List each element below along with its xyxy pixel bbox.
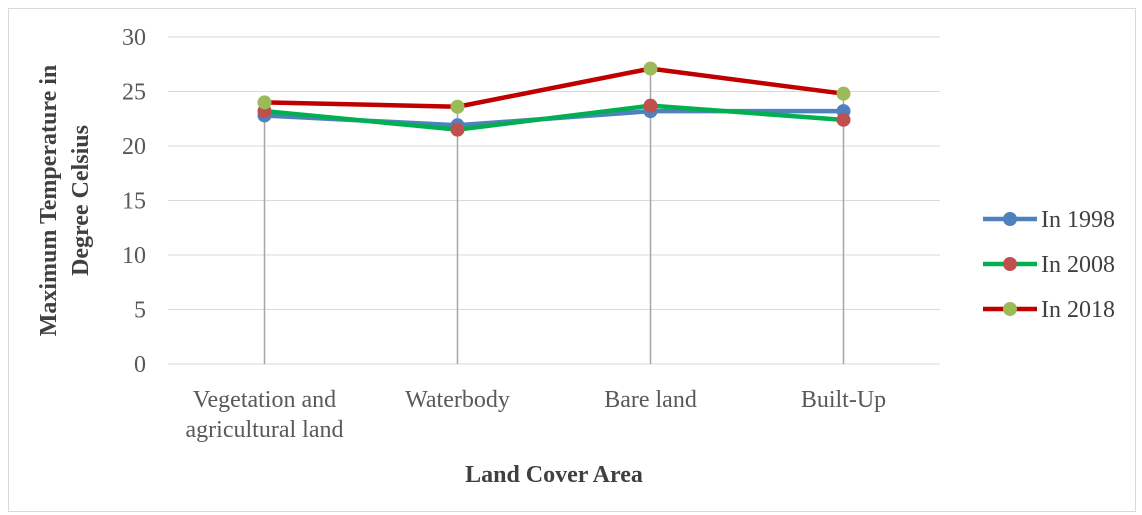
legend-marker [1003, 257, 1017, 271]
x-tick-label: Bare land [604, 387, 697, 413]
series-line [262, 103, 846, 132]
y-tick-label: 5 [134, 298, 146, 324]
x-tick-label: Built-Up [801, 387, 886, 413]
data-point [257, 95, 272, 110]
legend-label: In 1998 [1041, 207, 1115, 233]
y-tick-label: 10 [122, 243, 146, 269]
data-point [643, 61, 658, 76]
legend-label: In 2018 [1041, 297, 1115, 323]
legend-label: In 2008 [1041, 252, 1115, 278]
x-axis-title: Land Cover Area [465, 462, 643, 488]
legend-marker [1003, 302, 1017, 316]
legend: In 1998 In 2008 In 2018 [983, 207, 1115, 323]
y-axis-ticks: 0 5 10 15 20 25 30 [122, 25, 146, 378]
y-axis-title: Maximum Temperature in Degree Celsius [36, 65, 94, 337]
series-line [262, 66, 846, 110]
y-tick-label: 0 [134, 352, 146, 378]
series-group [257, 61, 851, 137]
x-tick-label: Vegetation and agricultural land [186, 387, 344, 443]
y-tick-label: 20 [122, 134, 146, 160]
data-point [643, 98, 658, 113]
y-tick-label: 30 [122, 25, 146, 51]
data-point [836, 86, 851, 101]
x-tick-label: Waterbody [405, 387, 510, 413]
data-point [450, 99, 465, 114]
x-axis-ticks: Vegetation and agricultural land Waterbody… [186, 387, 887, 443]
y-tick-label: 25 [122, 80, 146, 106]
legend-marker [1003, 212, 1017, 226]
data-point [836, 112, 851, 127]
y-tick-label: 15 [122, 189, 146, 215]
data-point [450, 122, 465, 137]
